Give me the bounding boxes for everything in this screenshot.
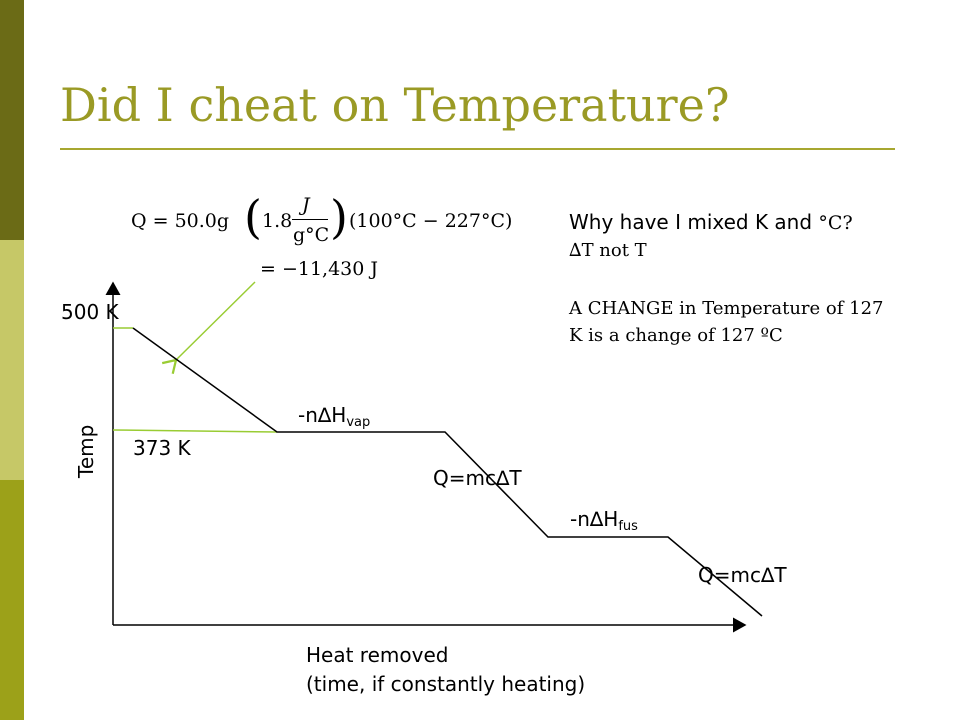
equation-result: = −11,430 J <box>260 258 379 280</box>
label-qmct-1: Q=mc∆T <box>433 466 522 490</box>
x-axis-label-line1: Heat removed <box>306 643 449 667</box>
equation-temp-diff: (100°C − 227°C) <box>349 210 513 232</box>
equation-numerator: J <box>302 194 310 216</box>
label-500k: 500 K <box>61 300 119 324</box>
note-change-line1: A CHANGE in Temperature of 127 <box>569 298 884 319</box>
fraction-bar <box>292 219 328 220</box>
equation-lhs: Q = 50.0g <box>131 210 230 232</box>
note-why-mixed: Why have I mixed K and °C? <box>569 210 853 234</box>
x-axis-label-line2: (time, if constantly heating) <box>306 672 586 696</box>
note-change-line2: K is a change of 127 ºC <box>569 325 783 346</box>
label-fusion: -n∆Hfus <box>570 507 638 534</box>
y-axis-label: Temp <box>74 424 98 478</box>
pointer-arrow <box>161 281 256 375</box>
cooling-curve <box>132 327 763 617</box>
label-373k: 373 K <box>133 436 191 460</box>
side-bar-mid <box>0 480 24 720</box>
paren-close: ) <box>330 190 348 244</box>
title-divider <box>60 148 895 150</box>
tick-373k <box>112 429 278 433</box>
label-vaporization: -n∆Hvap <box>298 403 371 430</box>
slide-title: Did I cheat on Temperature? <box>60 78 730 132</box>
side-bar-light <box>0 240 24 480</box>
equation-denominator: g°C <box>293 224 330 246</box>
side-bar-dark <box>0 0 24 240</box>
note-delta-t: ∆T not T <box>569 240 647 261</box>
equation-c-value: 1.8 <box>262 210 293 232</box>
label-qmct-2: Q=mc∆T <box>698 563 787 587</box>
paren-open: ( <box>244 190 262 244</box>
